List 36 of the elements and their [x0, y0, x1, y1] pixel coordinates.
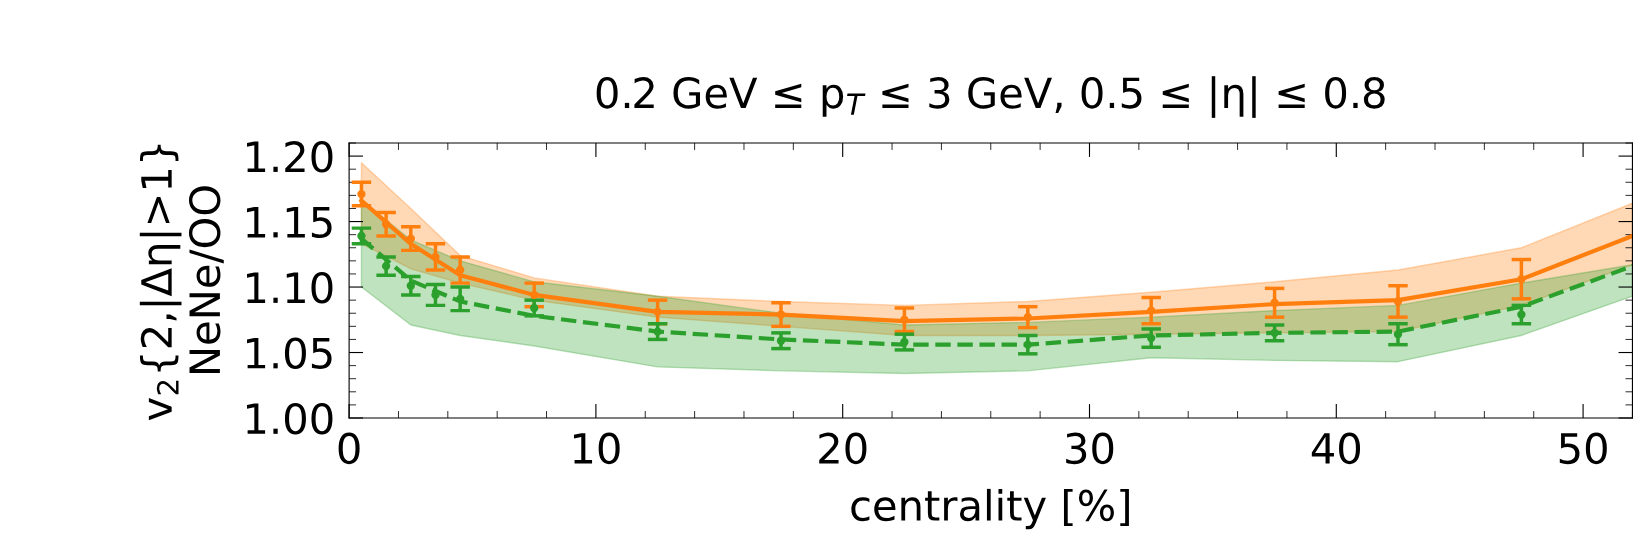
y-tick-label: 1.20 — [247, 141, 333, 173]
point — [406, 281, 415, 290]
point — [653, 327, 662, 336]
point — [1517, 275, 1526, 284]
point — [1023, 340, 1032, 349]
point — [455, 265, 465, 275]
point — [1270, 298, 1279, 307]
point — [1393, 297, 1403, 306]
x-tick-label: 50 — [1559, 432, 1607, 465]
y-tick-label: 1.10 — [247, 271, 333, 304]
point — [776, 336, 786, 345]
point — [1393, 330, 1403, 339]
point — [1147, 306, 1156, 315]
point — [431, 252, 440, 262]
y-axis-title: v$_{2}${2,|Δη|>1} NeNe/OO — [139, 144, 224, 421]
point — [1147, 333, 1156, 343]
x-tick-label: 0 — [338, 432, 360, 465]
point — [1023, 312, 1032, 322]
point — [653, 307, 662, 317]
x-tick-label: 10 — [573, 432, 620, 465]
y-tick-label: 1.05 — [247, 337, 332, 369]
point — [1517, 310, 1526, 319]
point — [381, 220, 391, 229]
point — [530, 290, 539, 300]
point — [357, 189, 366, 199]
y-tick-label: 1.15 — [247, 207, 332, 238]
x-tick-label: 40 — [1311, 432, 1361, 465]
x-tick-label: 30 — [1066, 432, 1114, 465]
point — [900, 315, 909, 324]
chart-title: 0.2 GeV ≤ p$_{T}$ ≤ 3 GeV, 0.5 ≤ |η| ≤ 0.8 — [596, 76, 1385, 118]
point — [406, 234, 415, 243]
x-axis-title: centrality [%] — [851, 488, 1129, 530]
x-tick-label: 20 — [819, 432, 867, 465]
point — [776, 310, 786, 319]
point — [381, 261, 391, 271]
y-tick-label: 1.00 — [247, 402, 333, 435]
